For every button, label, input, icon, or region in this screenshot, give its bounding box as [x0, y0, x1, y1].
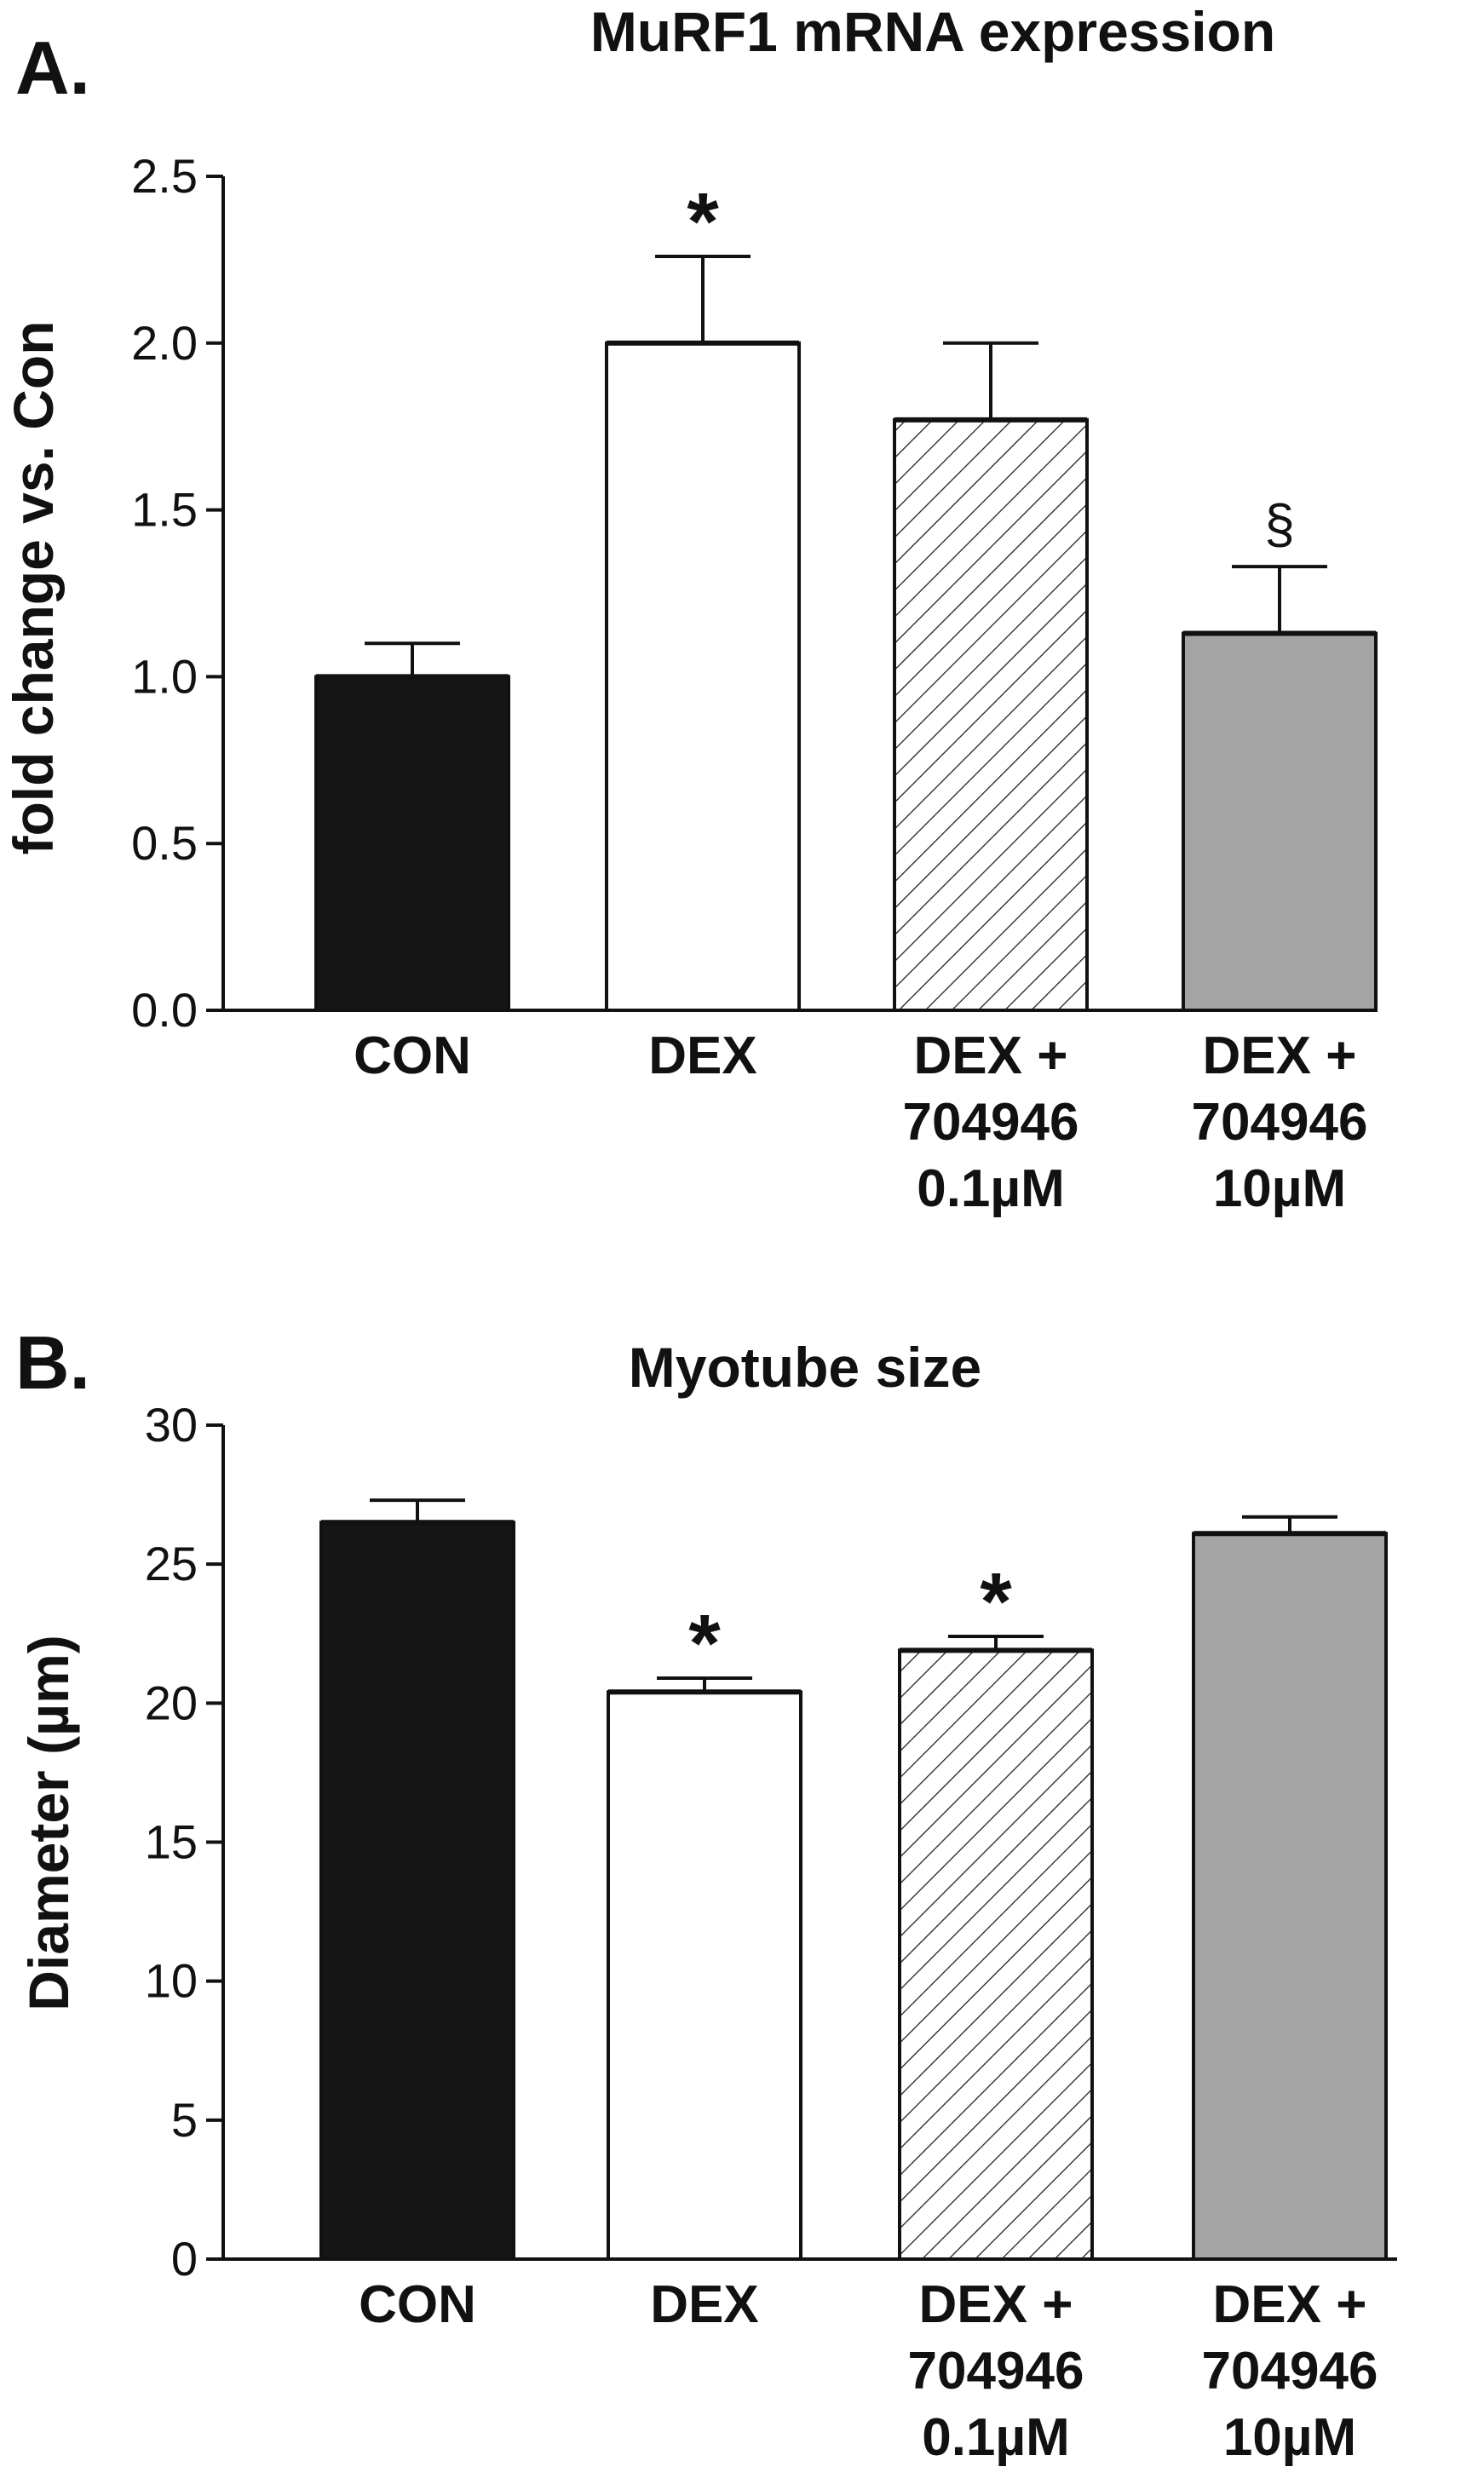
panel-b-category-label: 10µM: [1223, 2408, 1356, 2467]
panel-a: A. MuRF1 mRNA expression fold change vs.…: [2, 0, 1378, 1218]
panel-a-bar: [605, 341, 801, 1012]
panel-a-plot: 0.0 0.5 1.0 1.5 2.0 2.5 CON * DEX DEX + 704946 0.1µ…: [131, 149, 1378, 1218]
panel-b-category-label: DEX: [650, 2275, 758, 2334]
panel-a-y-tick-label: 0.5: [131, 816, 198, 870]
panel-a-category-label: DEX: [648, 1026, 756, 1085]
panel-b-significance-mark: *: [980, 1556, 1012, 1647]
panel-a-category-label: DEX +: [1203, 1026, 1357, 1085]
panel-a-bar: [893, 417, 1089, 1013]
panel-b-bar: [319, 1521, 515, 2261]
panel-b-y-tick-label: 25: [145, 1537, 198, 1590]
panel-b-category-label: 704946: [1202, 2342, 1378, 2401]
panel-b-category-label: DEX +: [1213, 2275, 1367, 2334]
panel-a-category-label: 10µM: [1213, 1159, 1346, 1218]
panel-b-y-tick-label: 15: [145, 1815, 198, 1869]
panel-a-significance-mark: *: [687, 176, 719, 267]
panel-b-y-axis-label: Diameter (µm): [17, 1635, 80, 2010]
panel-a-bar: [1182, 631, 1378, 1012]
panel-b-bar: [898, 1648, 1094, 2261]
panel-b-y-tick-label: 10: [145, 1954, 198, 2008]
panel-b: B. Myotube size Diameter (µm) 0 5 10 15 20 25…: [15, 1320, 1397, 2467]
panel-b-y-tick-label: 5: [171, 2093, 198, 2147]
panel-a-category-label: 704946: [903, 1093, 1079, 1152]
panel-b-category-label: DEX +: [919, 2275, 1073, 2334]
panel-a-category-label: CON: [354, 1026, 471, 1085]
panel-a-category-label: 0.1µM: [917, 1159, 1065, 1218]
panel-b-letter: B.: [15, 1320, 90, 1405]
panel-a-y-tick-label: 0.0: [131, 983, 198, 1037]
panel-a-significance-mark: §: [1264, 493, 1295, 555]
panel-a-y-axis-label: fold change vs. Con: [2, 320, 65, 854]
panel-b-category-label: 0.1µM: [922, 2408, 1070, 2467]
panel-a-category-label: DEX +: [914, 1026, 1068, 1085]
panel-b-significance-mark: *: [688, 1598, 721, 1689]
panel-b-category-label: 704946: [908, 2342, 1084, 2401]
panel-a-bar: [314, 675, 510, 1013]
panel-a-y-tick-label: 1.5: [131, 483, 198, 537]
panel-a-y-tick-label: 2.0: [131, 316, 198, 370]
panel-b-plot: 0 5 10 15 20 25 30 CON * DEX * DEX + 704946 0.1µM DEX …: [145, 1398, 1397, 2467]
panel-b-y-tick-label: 30: [145, 1398, 198, 1452]
panel-b-bar: [607, 1690, 802, 2261]
panel-a-category-label: 704946: [1192, 1093, 1368, 1152]
panel-b-category-label: CON: [359, 2275, 476, 2334]
panel-b-bar: [1192, 1532, 1388, 2261]
panel-a-y-tick-label: 1.0: [131, 649, 198, 703]
panel-a-y-tick-label: 2.5: [131, 149, 198, 203]
panel-b-title: Myotube size: [629, 1336, 981, 1399]
panel-a-letter: A.: [15, 26, 90, 110]
panel-b-y-tick-label: 0: [171, 2232, 198, 2286]
panel-b-y-tick-label: 20: [145, 1676, 198, 1729]
panel-a-title: MuRF1 mRNA expression: [590, 0, 1275, 63]
